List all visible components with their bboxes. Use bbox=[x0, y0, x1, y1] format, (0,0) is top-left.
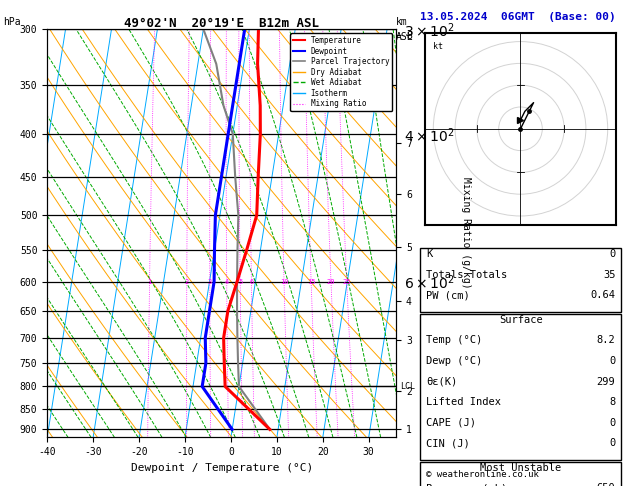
Text: 1: 1 bbox=[147, 278, 152, 285]
Text: 35: 35 bbox=[603, 270, 615, 280]
Text: Lifted Index: Lifted Index bbox=[426, 397, 501, 407]
Text: 0.64: 0.64 bbox=[591, 290, 615, 300]
Y-axis label: Mixing Ratio (g/kg): Mixing Ratio (g/kg) bbox=[461, 177, 471, 289]
Text: Most Unstable: Most Unstable bbox=[480, 463, 562, 473]
Text: CAPE (J): CAPE (J) bbox=[426, 418, 476, 428]
Text: 8: 8 bbox=[609, 397, 615, 407]
Text: 650: 650 bbox=[597, 484, 615, 486]
Text: CIN (J): CIN (J) bbox=[426, 438, 470, 448]
Text: 0: 0 bbox=[609, 249, 615, 259]
Text: hPa: hPa bbox=[3, 17, 21, 27]
Text: θε(K): θε(K) bbox=[426, 377, 457, 387]
Bar bbox=[420, 462, 621, 486]
Text: 13.05.2024  06GMT  (Base: 00): 13.05.2024 06GMT (Base: 00) bbox=[420, 12, 616, 22]
Bar bbox=[420, 313, 621, 460]
Bar bbox=[420, 248, 621, 312]
Text: 49°02'N  20°19'E  B12m ASL: 49°02'N 20°19'E B12m ASL bbox=[124, 17, 320, 30]
Text: © weatheronline.co.uk: © weatheronline.co.uk bbox=[426, 469, 539, 479]
Text: 3: 3 bbox=[208, 278, 212, 285]
Text: 15: 15 bbox=[307, 278, 315, 285]
Text: 0: 0 bbox=[609, 418, 615, 428]
Text: 4: 4 bbox=[225, 278, 229, 285]
Text: 0: 0 bbox=[609, 356, 615, 366]
X-axis label: Dewpoint / Temperature (°C): Dewpoint / Temperature (°C) bbox=[131, 463, 313, 473]
Text: ASL: ASL bbox=[396, 32, 413, 42]
Text: Dewp (°C): Dewp (°C) bbox=[426, 356, 482, 366]
Text: 0: 0 bbox=[609, 438, 615, 448]
Text: 25: 25 bbox=[342, 278, 351, 285]
Text: LCL: LCL bbox=[400, 382, 415, 391]
Text: 6: 6 bbox=[249, 278, 253, 285]
Text: 20: 20 bbox=[326, 278, 335, 285]
Text: K: K bbox=[426, 249, 433, 259]
Text: Totals Totals: Totals Totals bbox=[426, 270, 508, 280]
Text: Surface: Surface bbox=[499, 315, 543, 325]
Text: kt: kt bbox=[433, 42, 443, 51]
Text: 5: 5 bbox=[238, 278, 242, 285]
Text: 10: 10 bbox=[280, 278, 288, 285]
Text: 8.2: 8.2 bbox=[597, 335, 615, 346]
Text: PW (cm): PW (cm) bbox=[426, 290, 470, 300]
Legend: Temperature, Dewpoint, Parcel Trajectory, Dry Adiabat, Wet Adiabat, Isotherm, Mi: Temperature, Dewpoint, Parcel Trajectory… bbox=[290, 33, 392, 111]
Text: km: km bbox=[396, 17, 408, 27]
Text: Temp (°C): Temp (°C) bbox=[426, 335, 482, 346]
Text: 299: 299 bbox=[597, 377, 615, 387]
Text: 2: 2 bbox=[185, 278, 189, 285]
Text: Pressure (mb): Pressure (mb) bbox=[426, 484, 508, 486]
